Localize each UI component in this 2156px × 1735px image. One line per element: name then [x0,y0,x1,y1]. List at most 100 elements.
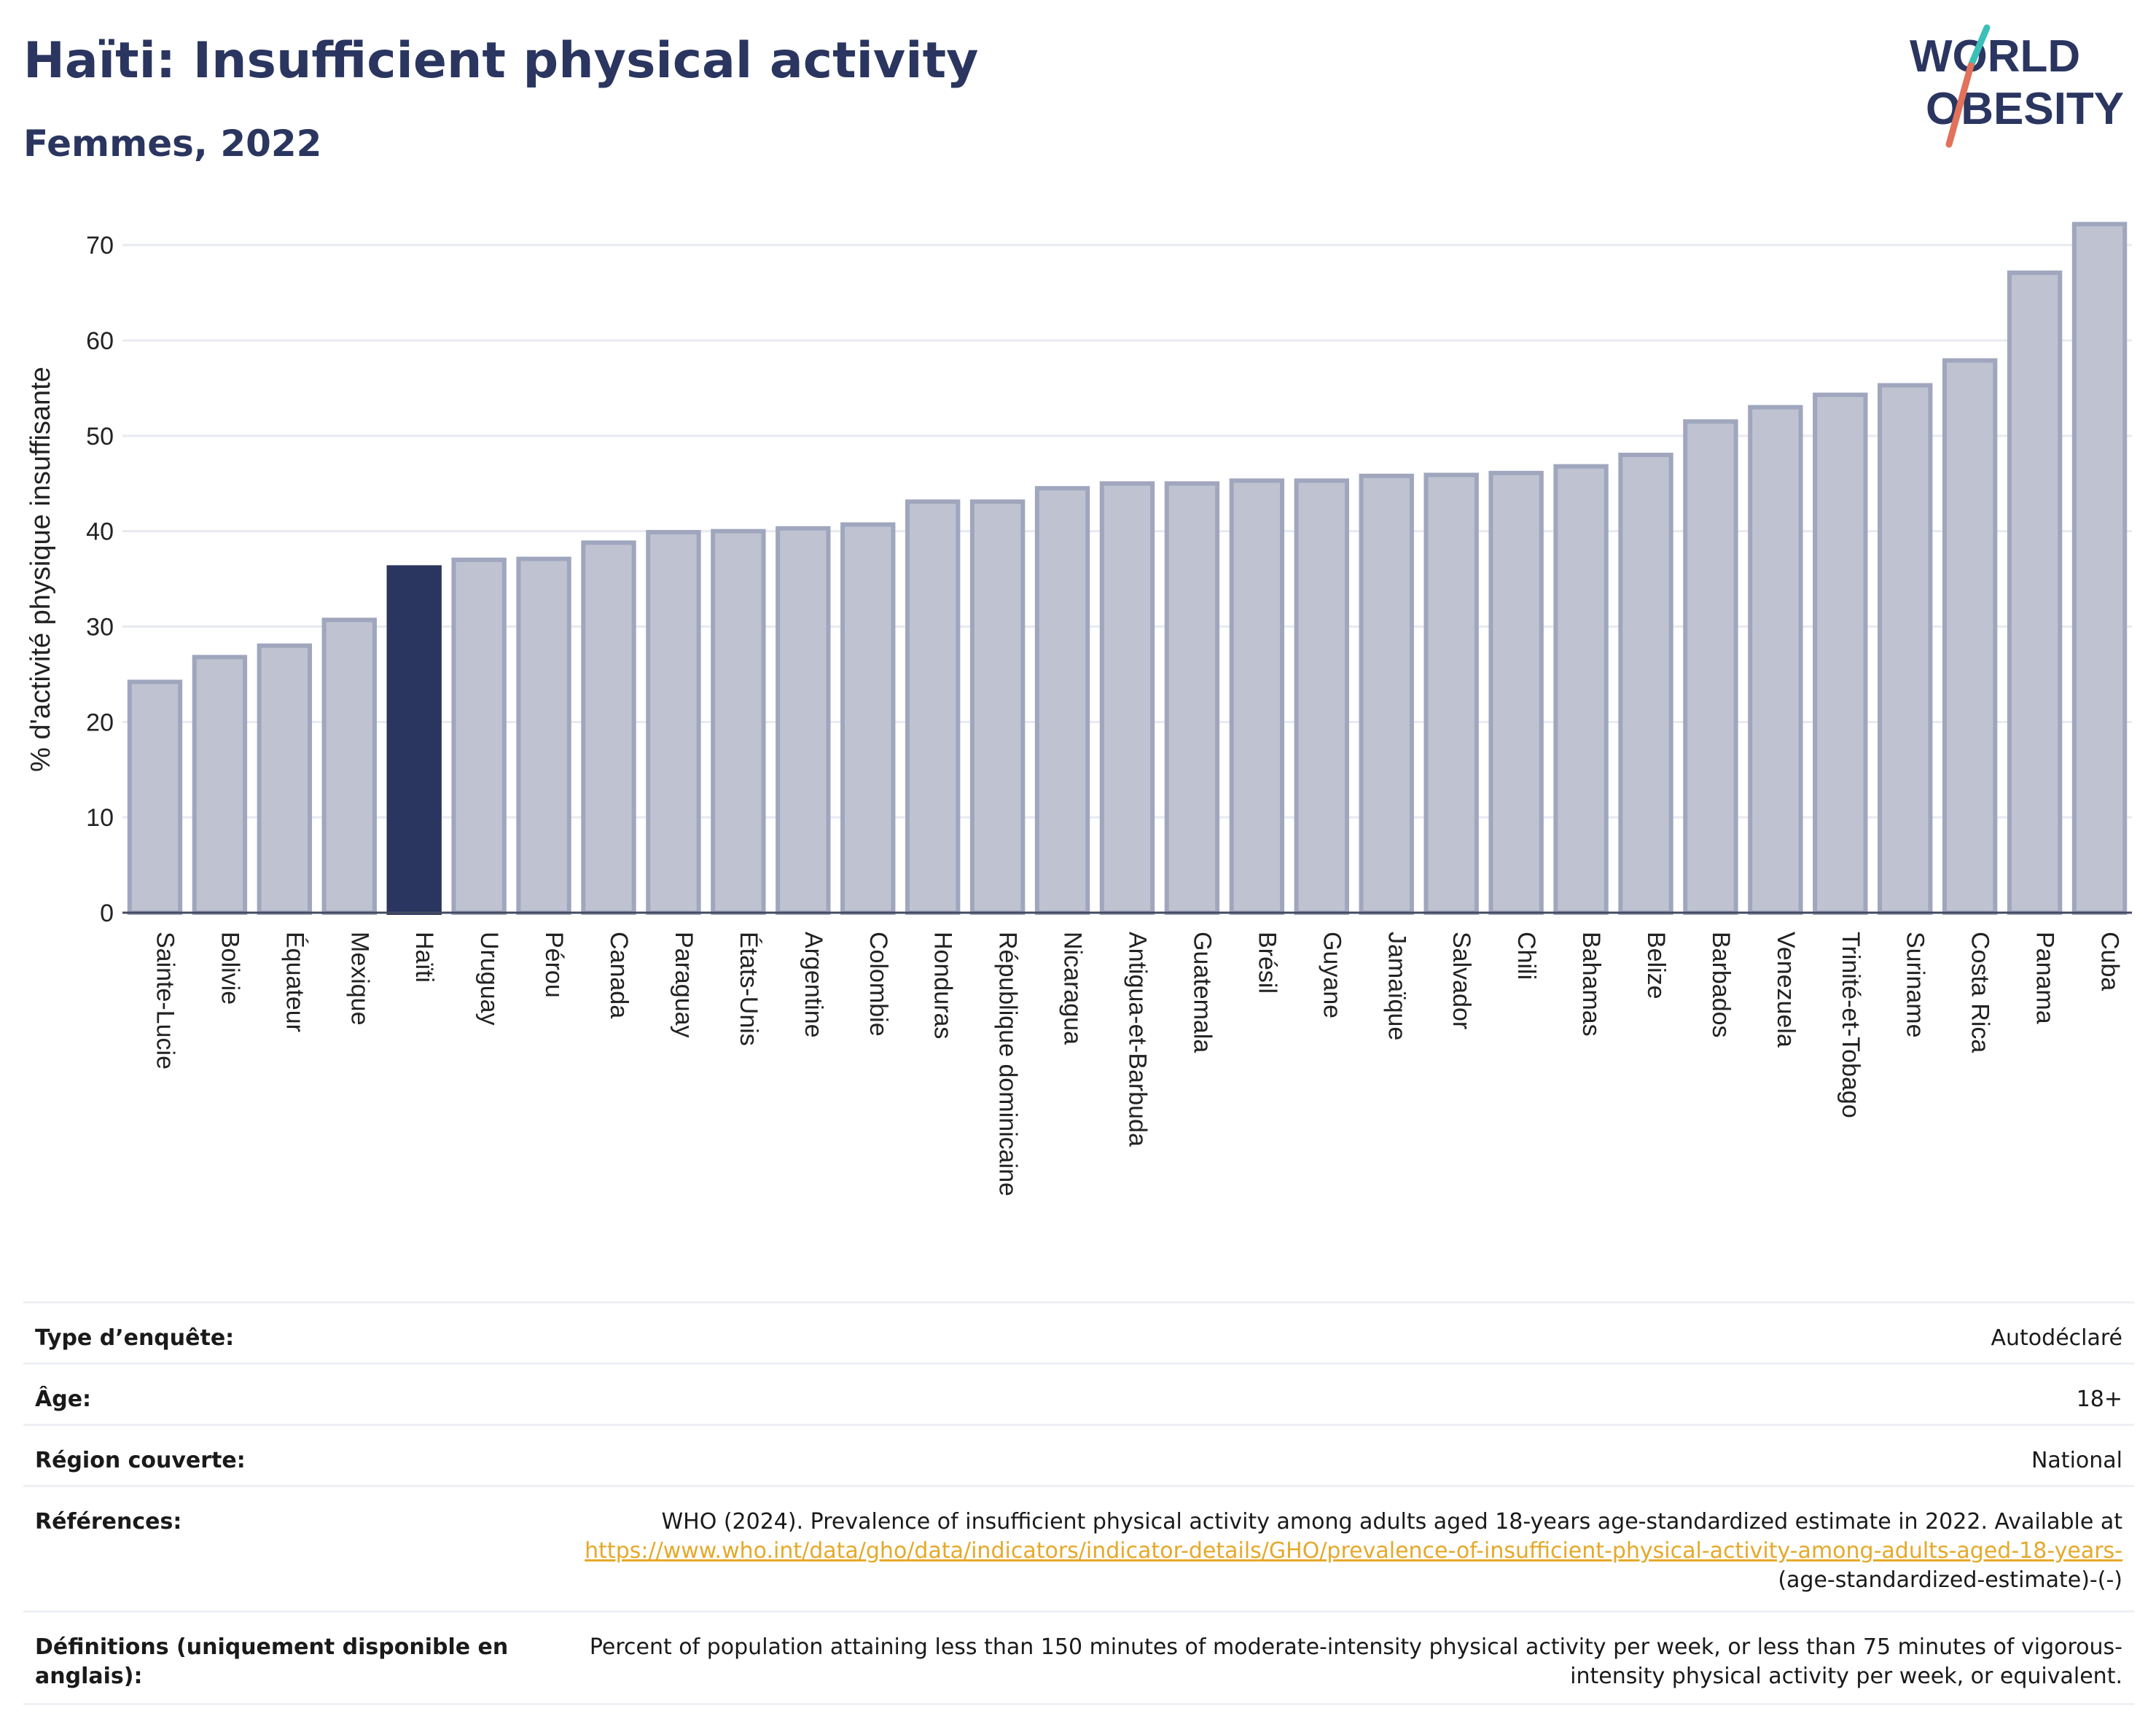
x-tick-label: Salvador [1448,932,1475,1029]
x-tick-label: Sainte-Lucie [151,932,179,1069]
bar-suriname [1878,383,1933,916]
meta-value: WHO (2024). Prevalence of insufficient p… [555,1508,2122,1595]
reference-text: WHO (2024). Prevalence of insufficient p… [661,1509,2122,1535]
meta-row-survey-type: Type d’enquête: Autodéclaré [23,1301,2134,1362]
x-tick-label: Équateur [281,932,308,1032]
bar-cuba [2071,222,2128,915]
bar-br-sil [1229,478,1285,915]
metadata-table: Type d’enquête: Autodéclaré Âge: 18+ Rég… [23,1301,2134,1705]
bar-trinit-et-tobago [1813,392,1868,915]
x-tick-label: Chili [1512,932,1540,980]
logo-line1: WORLD [1910,31,2080,82]
x-tick-label: Nicaragua [1059,932,1087,1045]
y-tick-label: 70 [86,232,114,260]
bar-mexique [321,617,377,915]
bar--quateur [257,643,313,916]
x-tick-label: Trinité-et-Tobago [1837,932,1864,1118]
bar-jama-que [1359,473,1414,915]
bar--tats-unis [711,529,766,915]
meta-value: 18+ [2076,1387,2122,1412]
x-tick-label: Costa Rica [1966,932,1994,1053]
bar-antigua-et-barbuda [1099,481,1155,915]
x-tick-label: Pérou [540,932,568,998]
bar-chili [1488,470,1544,915]
y-axis-label: % d'activité physique insuffisante [26,367,56,772]
x-tick-label: Venezuela [1772,932,1800,1048]
meta-value: Autodéclaré [1991,1325,2123,1351]
meta-key: Références: [35,1509,182,1535]
bar-costa-rica [1942,358,1998,916]
x-tick-label: République dominicaine [994,932,1022,1196]
meta-key: Définitions (uniquement disponible en an… [35,1634,509,1689]
meta-row-age: Âge: 18+ [23,1362,2134,1424]
x-tick-label: Guyane [1318,932,1345,1018]
x-tick-label: Barbados [1707,932,1735,1038]
y-tick-label: 30 [86,614,114,642]
bar-bahamas [1553,464,1609,915]
y-tick-label: 0 [100,900,114,927]
y-tick-labels: 0 10 20 30 40 50 60 70 [86,232,114,927]
bar-argentine [776,526,831,916]
bar-chart: 0 10 20 30 40 50 60 70 Sainte-Lucie Bolivie Équat… [26,222,2132,1196]
y-tick-label: 20 [86,709,114,736]
bar-honduras [905,499,961,915]
x-tick-label: Bolivie [216,932,243,1005]
x-tick-labels: Sainte-Lucie Bolivie Équateur Mexique Haïti U… [151,932,2123,1196]
bar-guyane [1294,478,1349,915]
bar-p-rou [516,556,571,915]
x-tick-label: Antigua-et-Barbuda [1124,932,1152,1147]
x-tick-label: Uruguay [475,932,503,1026]
x-tick-label: Bahamas [1577,932,1605,1037]
x-tick-label: Guatemala [1188,932,1216,1053]
bar-guatemala [1164,481,1220,915]
bar-ha-ti [386,565,442,916]
bars [127,222,2128,916]
meta-value: Percent of population attaining less tha… [589,1634,2122,1689]
x-tick-label: États-Unis [735,932,762,1046]
reference-suffix: (age-standardized-estimate)-(-) [1778,1567,2122,1593]
x-tick-label: Paraguay [670,932,698,1038]
meta-row-region: Région couverte: National [23,1424,2134,1485]
logo-slash-teal [1967,24,1991,69]
bar-panama [2007,270,2063,915]
x-tick-label: Cuba [2096,932,2124,991]
x-tick-label: Honduras [929,932,957,1039]
bar-paraguay [646,529,701,916]
world-obesity-logo: WORLD OBESITY [1910,24,2124,148]
meta-value: National [2031,1448,2122,1473]
y-tick-label: 10 [86,804,114,832]
x-tick-label: Colombie [864,932,892,1037]
bar-salvador [1423,472,1479,916]
bar-sainte-lucie [127,679,183,916]
bar-barbados [1683,419,1738,916]
bar-venezuela [1748,405,1803,916]
x-tick-label: Canada [605,932,633,1018]
meta-key: Région couverte: [35,1448,246,1473]
bar-belize [1618,453,1673,915]
bar-uruguay [451,557,507,916]
x-tick-label: Mexique [345,932,373,1026]
bar-bolivie [192,655,248,915]
meta-key: Âge: [35,1387,92,1412]
x-tick-label: Belize [1642,932,1670,999]
meta-key: Type d’enquête: [35,1325,235,1351]
x-tick-label: Panama [2031,932,2059,1024]
x-tick-label: Brésil [1253,932,1281,994]
x-tick-label: Suriname [1902,932,1929,1038]
x-tick-label: Haïti [410,932,438,983]
x-tick-label: Argentine [800,932,827,1038]
y-tick-label: 40 [86,518,114,546]
meta-row-references: Références: WHO (2024). Prevalence of in… [23,1485,2134,1610]
x-tick-label: Jamaïque [1383,932,1410,1040]
y-tick-label: 50 [86,423,114,451]
meta-row-definitions: Définitions (uniquement disponible en an… [23,1610,2134,1705]
bar-canada [581,540,636,915]
y-tick-label: 60 [86,327,114,355]
page-title: Haïti: Insufficient physical activity [23,32,979,90]
bar-colombie [840,522,896,915]
bar-nicaragua [1034,486,1090,915]
reference-link[interactable]: https://www.who.int/data/gho/data/indica… [585,1538,2122,1564]
logo-slash-coral [1945,62,1975,148]
page-subtitle: Femmes, 2022 [23,122,322,165]
bar-r-publique-dominicaine [969,499,1026,915]
